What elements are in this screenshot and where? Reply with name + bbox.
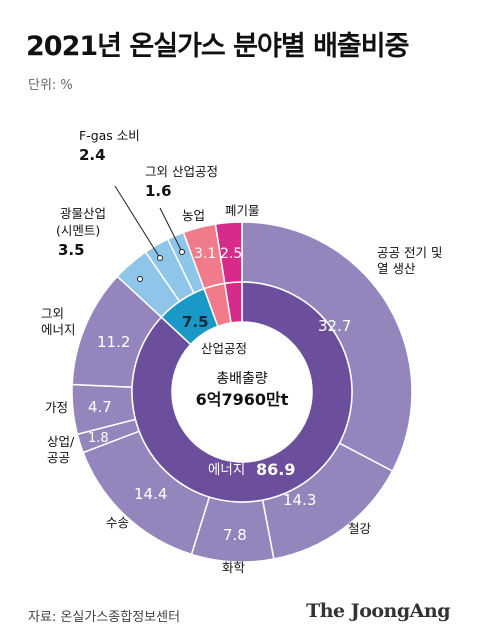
- outside-value-labels: 2.4 1.6 3.5: [58, 146, 172, 259]
- center-text: 총배출량 6억7960만t: [196, 371, 289, 409]
- label-fgas: F-gas 소비: [79, 128, 140, 143]
- value-chemical: 7.8: [223, 526, 247, 544]
- label-agriculture: 농업: [182, 208, 205, 223]
- leader-lines: [114, 185, 183, 259]
- label-chemical: 화학: [222, 560, 246, 575]
- leader-dots: [137, 249, 185, 282]
- value-fgas: 2.4: [79, 146, 106, 164]
- inside-value-labels: 32.7 14.3 7.8 14.4 1.8 4.7 11.2 3.1 2.5 …: [88, 246, 351, 544]
- label-commercial: 상업/: [47, 434, 75, 449]
- label-commercial-2: 공공: [47, 450, 70, 465]
- leader-line-other-industry: [159, 207, 183, 253]
- label-other-energy: 그외: [41, 306, 64, 321]
- value-other-energy: 11.2: [97, 333, 130, 351]
- label-household: 가정: [45, 400, 68, 415]
- leader-dot-minerals: [137, 276, 143, 282]
- label-minerals: 광물산업: [60, 206, 106, 221]
- label-steel: 철강: [348, 521, 372, 536]
- category-labels: 공공 전기 및 열 생산 철강 화학 수송 상업/ 공공 가정 그외 에너지 광…: [41, 128, 442, 575]
- source-note: 자료: 온실가스종합정보센터: [28, 610, 181, 625]
- label-energy: 에너지: [208, 462, 245, 478]
- energy-inner-label: 에너지 86.9: [208, 460, 295, 479]
- label-waste: 폐기물: [225, 203, 260, 218]
- leader-dot-other-industry: [179, 249, 185, 255]
- brand-logo: The JoongAng: [306, 600, 450, 622]
- value-steel: 14.3: [283, 491, 316, 509]
- value-minerals: 3.5: [58, 241, 85, 259]
- donut-hole: [172, 322, 312, 462]
- label-public-power: 공공 전기 및: [377, 245, 442, 260]
- label-industry-process: 산업공정: [201, 341, 247, 356]
- center-label: 총배출량: [216, 371, 268, 387]
- value-transport: 14.4: [134, 485, 167, 503]
- outer-ring: [71, 221, 413, 563]
- center-value: 6억7960만t: [196, 390, 289, 409]
- unit-label: 단위: %: [28, 78, 73, 93]
- label-other-industry: 그외 산업공정: [145, 164, 218, 179]
- value-waste: 2.5: [220, 246, 242, 262]
- label-public-power-2: 열 생산: [377, 261, 416, 276]
- value-other-industry: 1.6: [145, 182, 172, 200]
- value-agriculture: 3.1: [194, 246, 216, 262]
- value-public-power: 32.7: [318, 317, 351, 335]
- leader-line-fgas: [114, 185, 161, 259]
- label-transport: 수송: [106, 515, 129, 530]
- page-title: 2021년 온실가스 분야별 배출비중: [26, 31, 409, 62]
- value-industry-process: 7.5: [182, 313, 209, 331]
- value-household: 4.7: [88, 398, 112, 416]
- label-minerals-2: (시멘트): [56, 223, 100, 238]
- value-energy: 86.9: [256, 460, 295, 479]
- leader-dot-fgas: [157, 255, 163, 261]
- label-other-energy-2: 에너지: [41, 322, 76, 337]
- value-commercial: 1.8: [88, 431, 109, 446]
